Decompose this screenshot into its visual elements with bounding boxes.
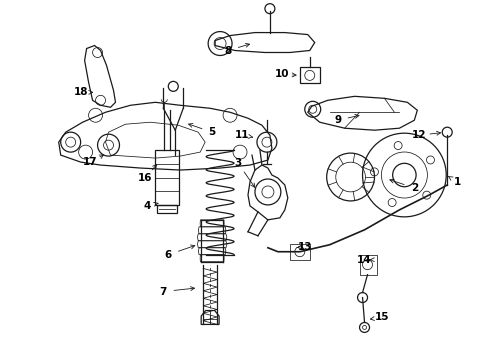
Text: 17: 17 <box>83 157 98 167</box>
Text: 16: 16 <box>138 173 153 183</box>
Text: 4: 4 <box>144 201 151 211</box>
Bar <box>157 205 177 213</box>
Text: 8: 8 <box>224 45 232 55</box>
Bar <box>300 67 319 84</box>
Text: 1: 1 <box>454 177 461 187</box>
Text: 12: 12 <box>412 130 427 140</box>
Text: 7: 7 <box>160 287 167 297</box>
Text: 3: 3 <box>234 158 242 168</box>
Text: 11: 11 <box>235 130 249 140</box>
Bar <box>360 255 377 275</box>
Text: 14: 14 <box>357 255 372 265</box>
Text: 9: 9 <box>334 115 341 125</box>
Text: 13: 13 <box>297 242 312 252</box>
Text: 2: 2 <box>411 183 418 193</box>
Text: 15: 15 <box>375 312 390 323</box>
Text: 5: 5 <box>209 127 216 137</box>
Text: 6: 6 <box>165 250 172 260</box>
Text: 10: 10 <box>274 69 289 80</box>
Bar <box>155 150 179 205</box>
Text: 18: 18 <box>74 87 88 97</box>
